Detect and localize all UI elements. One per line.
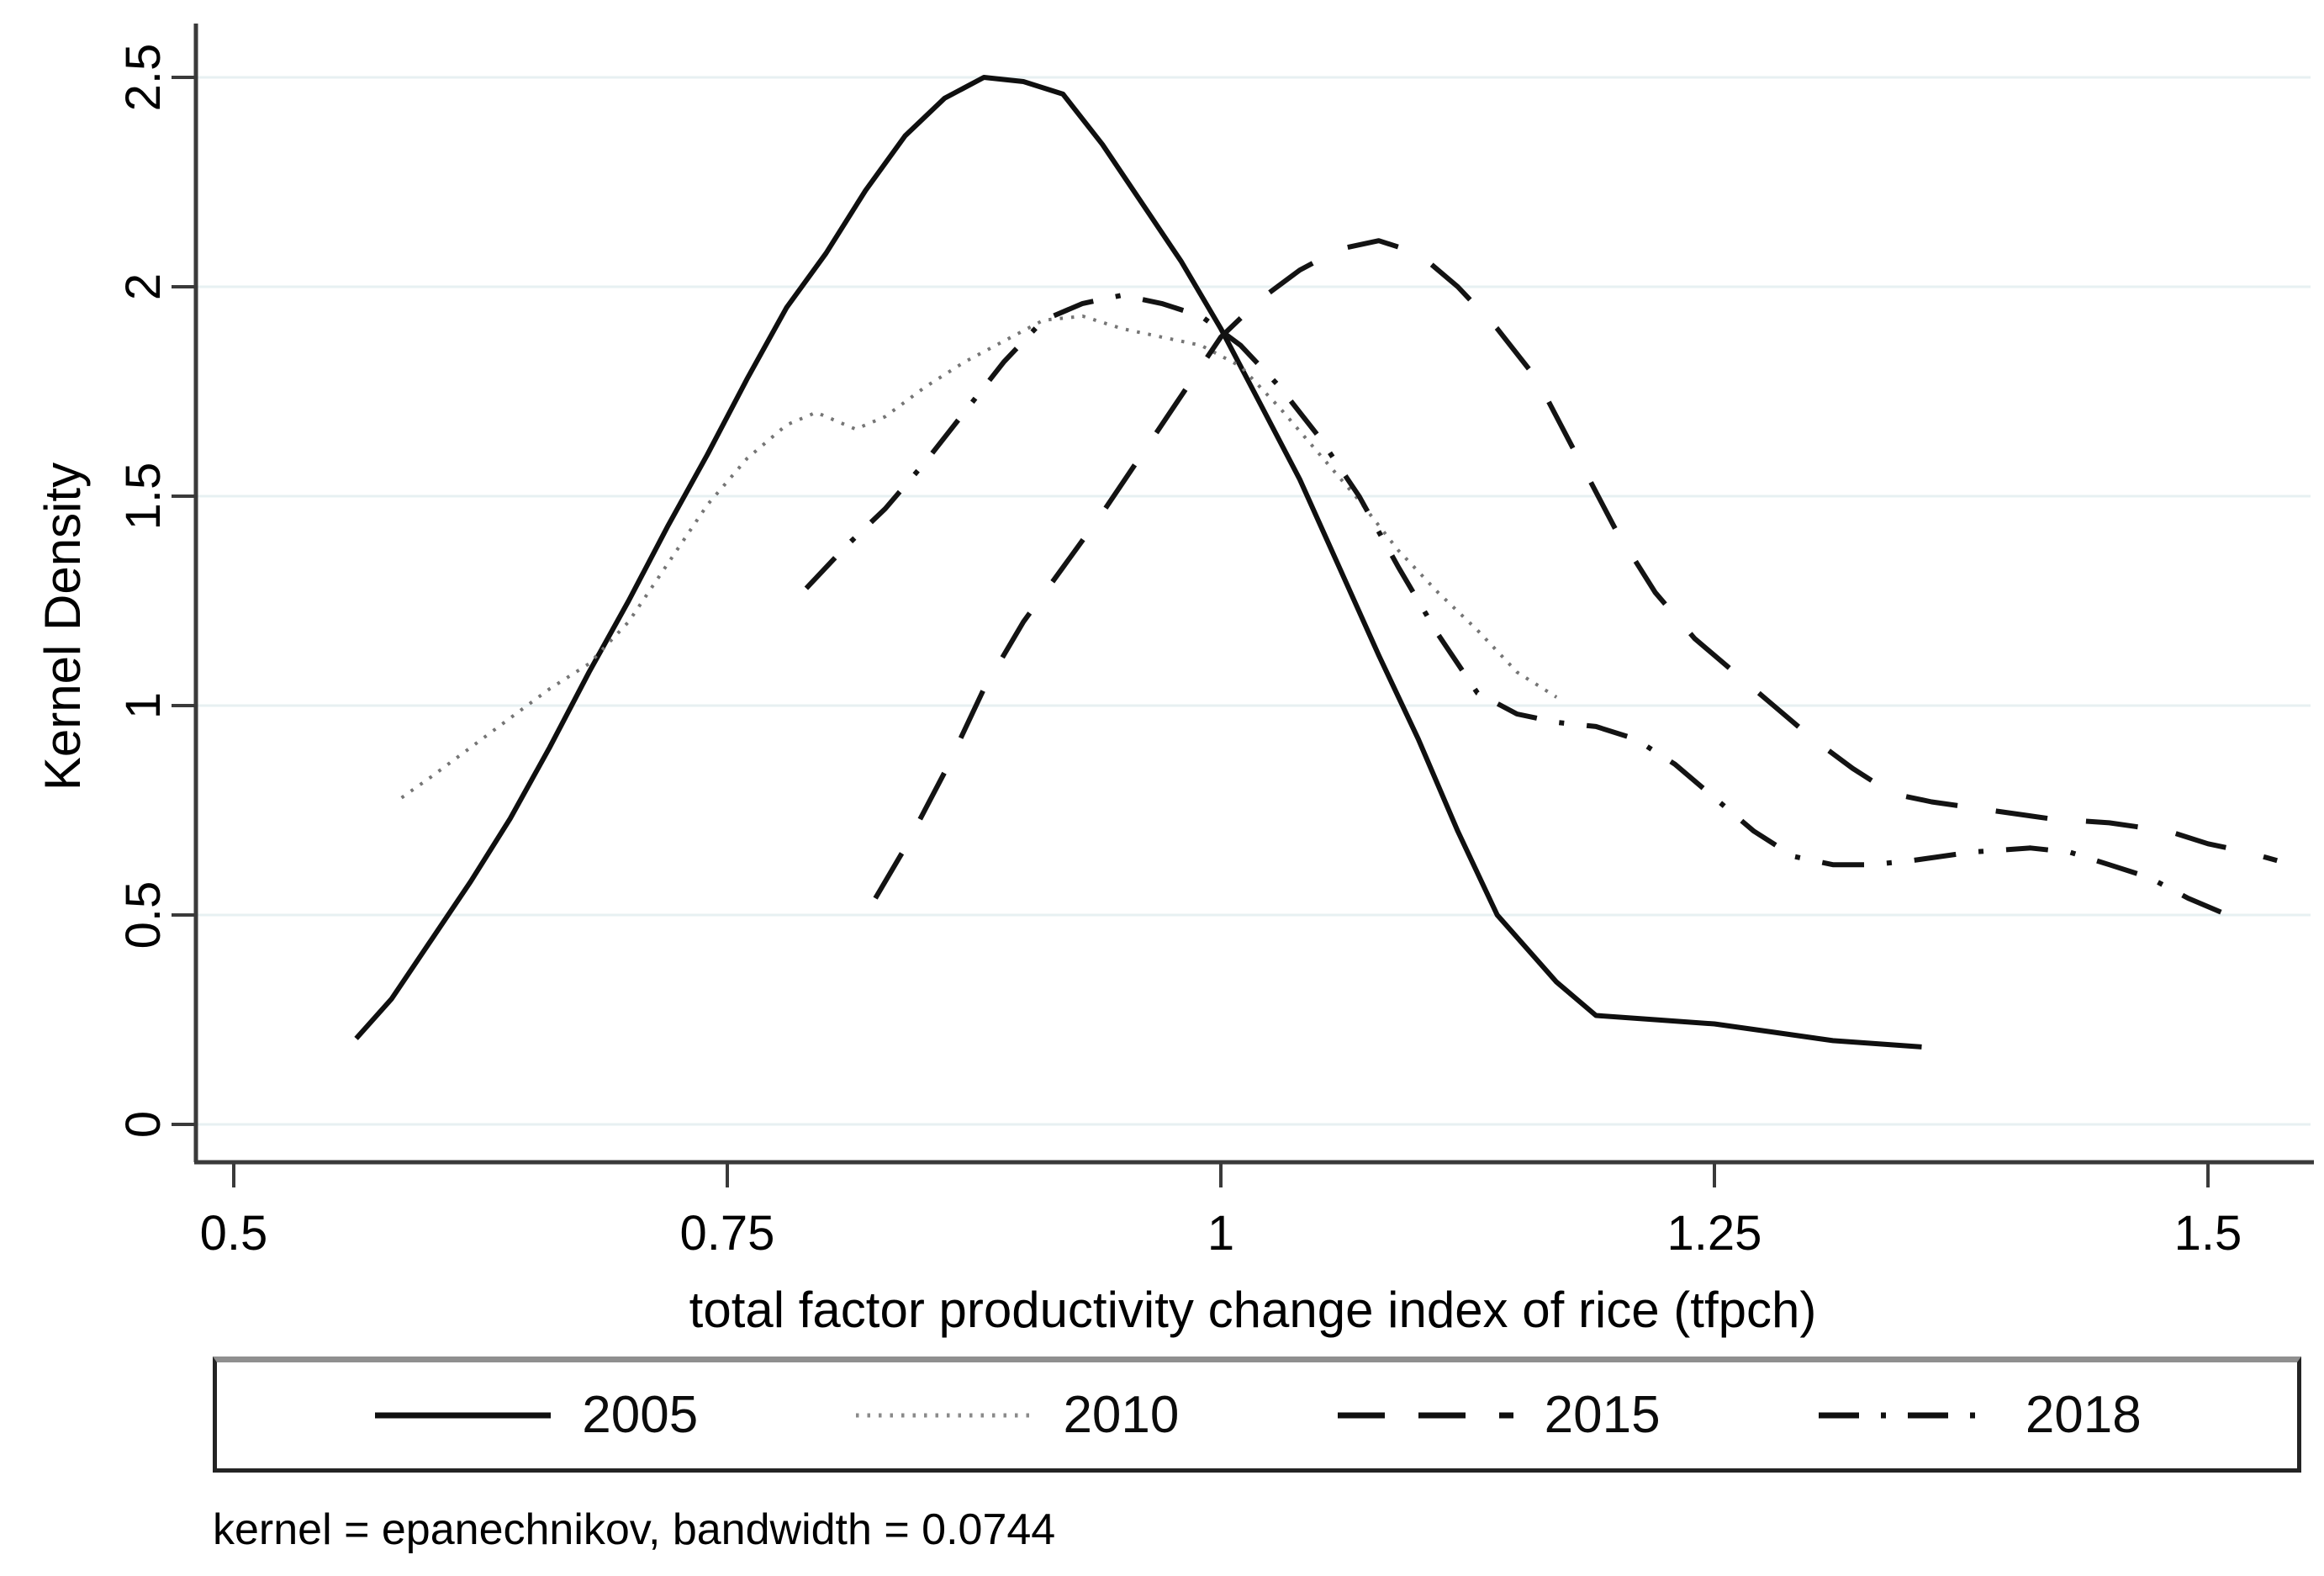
y-axis-title: Kernel Density [34,463,91,791]
x-tick-label: 1 [1207,1206,1234,1261]
legend-entry-2018: 2018 [1816,1389,2142,1441]
legend-line-dotted-icon [856,1413,1033,1418]
y-tick-label: 2.5 [116,44,171,112]
legend: 2005 2010 2015 2018 [213,1357,2301,1473]
x-tick-label: 0.5 [200,1206,268,1261]
y-tick-label: 0.5 [116,881,171,949]
x-tick-label: 1.25 [1667,1206,1762,1261]
legend-label: 2018 [2025,1386,2142,1444]
legend-entry-2015: 2015 [1335,1389,1661,1441]
y-tick-label: 2 [116,273,171,300]
y-tick-label: 1.5 [116,463,171,531]
y-tick-label: 1 [116,692,171,719]
legend-label: 2005 [582,1386,699,1444]
tick-labels: 0 0.5 1 1.5 2 2.5 0.5 0.75 1 1.25 1.5 [116,44,2242,1261]
axes [172,24,2314,1187]
gridlines [196,76,2311,1126]
density-curve-2015 [873,238,2279,900]
legend-label: 2010 [1063,1386,1180,1444]
density-curve-2018 [804,293,2229,918]
density-curve-2005 [354,75,1922,1050]
kernel-bandwidth-note: kernel = epanechnikov, bandwidth = 0.074… [213,1505,1056,1554]
legend-label: 2015 [1544,1386,1661,1444]
legend-line-dashdot-icon [1818,1412,1994,1419]
x-tick-label: 1.5 [2174,1206,2242,1261]
x-axis-title: total factor productivity change index o… [689,1282,1817,1338]
legend-line-dashed-icon [1337,1412,1513,1419]
legend-entry-2010: 2010 [853,1389,1179,1441]
density-curves [354,75,2279,1050]
density-curve-2010 [400,314,1558,800]
legend-line-solid-icon [375,1412,552,1419]
x-tick-label: 0.75 [680,1206,775,1261]
legend-entry-2005: 2005 [372,1389,698,1441]
y-tick-label: 0 [116,1111,171,1138]
